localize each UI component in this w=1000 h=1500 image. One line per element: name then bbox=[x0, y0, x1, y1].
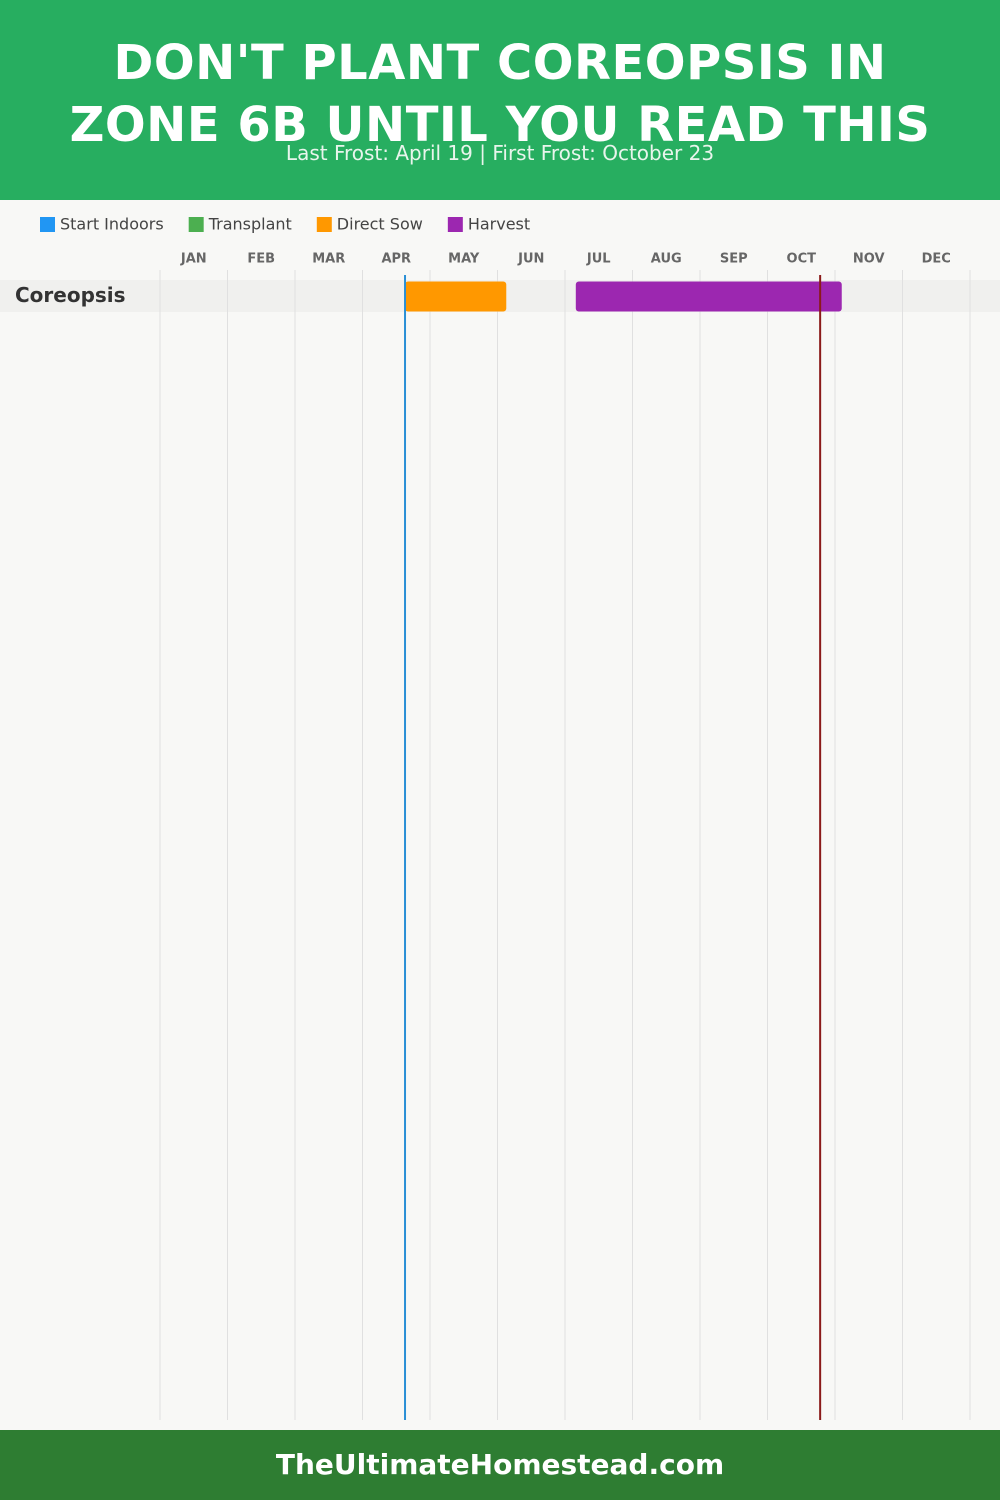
chart-subtitle: Last Frost: April 19 | First Frost: Octo… bbox=[285, 141, 715, 165]
x-tick-label: NOV bbox=[853, 252, 885, 267]
x-tick-label: MAR bbox=[312, 252, 345, 267]
bar bbox=[575, 281, 842, 312]
legend-label: Transplant bbox=[208, 215, 292, 234]
x-tick-label: APR bbox=[381, 252, 411, 267]
x-tick-label: FEB bbox=[247, 252, 275, 267]
x-tick-label: JUN bbox=[517, 252, 544, 267]
x-tick-label: JAN bbox=[180, 252, 207, 267]
bar bbox=[405, 281, 507, 312]
legend-swatch bbox=[447, 217, 463, 232]
legend-label: Start Indoors bbox=[60, 215, 164, 234]
header: DON'T PLANT COREOPSIS IN ZONE 6B UNTIL Y… bbox=[0, 0, 1000, 200]
chart-title: DON'T PLANT COREOPSIS IN ZONE 6B UNTIL Y… bbox=[69, 35, 931, 153]
x-tick-label: SEP bbox=[720, 252, 748, 267]
footer: TheUltimateHomestead.com bbox=[0, 1430, 1000, 1500]
legend-swatch bbox=[316, 217, 332, 232]
chart: JAN FEB MAR APR MAY JUN JUL AUG SEP OCT NOV DEC Star… bbox=[0, 215, 1000, 1420]
legend-swatch bbox=[188, 217, 204, 232]
x-tick-label: MAY bbox=[448, 252, 480, 267]
legend-label: Direct Sow bbox=[337, 215, 423, 234]
legend-label: Harvest bbox=[468, 215, 530, 234]
row-label: Coreopsis bbox=[15, 283, 126, 307]
x-tick-label: DEC bbox=[922, 252, 951, 267]
x-tick-label: AUG bbox=[651, 252, 682, 267]
x-tick-label: OCT bbox=[787, 252, 817, 267]
legend-swatch bbox=[40, 217, 55, 232]
x-tick-label: JUL bbox=[586, 252, 611, 267]
